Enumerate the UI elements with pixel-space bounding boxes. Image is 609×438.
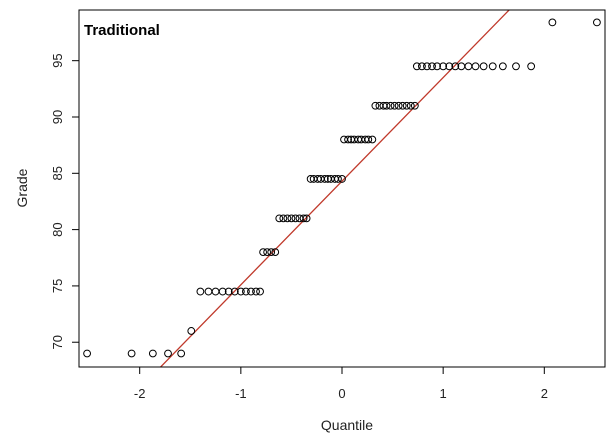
y-axis-title: Grade (14, 168, 30, 207)
data-point (83, 349, 91, 358)
data-point (593, 18, 601, 27)
data-point (263, 248, 272, 257)
data-point (177, 349, 186, 358)
reference-line (159, 10, 511, 367)
data-point (320, 175, 329, 183)
y-tick-label: 75 (50, 279, 65, 293)
x-tick-label: -1 (235, 386, 247, 401)
data-point (439, 62, 448, 71)
data-point (423, 62, 431, 71)
data-point (287, 214, 296, 223)
data-point (211, 287, 220, 296)
data-point (236, 287, 245, 296)
data-point (464, 62, 473, 71)
data-point (259, 248, 268, 257)
x-tick-label: 1 (440, 386, 447, 401)
data-point (148, 349, 157, 358)
data-point (334, 175, 342, 183)
data-point (230, 287, 239, 296)
data-point (196, 287, 205, 296)
y-tick-label: 80 (50, 222, 65, 236)
data-point (204, 287, 213, 296)
data-point (412, 62, 421, 71)
y-tick-label: 90 (50, 110, 65, 124)
y-tick-label: 95 (50, 53, 65, 67)
data-point (279, 214, 288, 223)
data-point (398, 101, 407, 110)
data-point (418, 62, 426, 71)
data-point (406, 101, 415, 110)
plot-layer: -2 -1 0 1 2 70 75 80 85 90 95 (50, 9, 606, 401)
data-point (386, 101, 395, 110)
y-tick-label: 85 (50, 166, 65, 180)
x-axis-title: Quantile (321, 417, 373, 433)
data-point (218, 287, 227, 296)
data-point (252, 287, 260, 296)
data-point (283, 214, 292, 223)
data-point (271, 248, 280, 257)
data-point (256, 287, 264, 296)
data-point (382, 101, 391, 110)
data-point (187, 327, 196, 335)
data-point (445, 62, 454, 71)
chart-title: Traditional (84, 22, 160, 39)
data-point (410, 101, 419, 110)
data-point (394, 101, 403, 110)
data-point (344, 135, 352, 144)
plot-frame (78, 9, 606, 368)
data-point (247, 287, 255, 296)
data-point (302, 214, 311, 223)
data-point (402, 101, 411, 110)
data-point (371, 101, 380, 110)
data-point (527, 62, 536, 71)
data-point (488, 62, 497, 71)
data-point (291, 214, 300, 223)
data-point (433, 62, 441, 71)
data-point (164, 349, 172, 358)
x-tick-label: -2 (134, 386, 146, 401)
data-point (127, 349, 136, 358)
data-point (512, 62, 520, 71)
x-tick-label: 0 (338, 386, 345, 401)
y-tick-label: 70 (50, 335, 65, 349)
data-point (451, 62, 460, 71)
data-point (498, 62, 507, 71)
data-point (242, 287, 250, 296)
data-point (479, 62, 488, 71)
data-point (364, 135, 373, 144)
data-point (471, 62, 480, 71)
data-point (368, 135, 377, 144)
data-point (267, 248, 276, 257)
x-tick-label: 2 (541, 386, 548, 401)
data-point (338, 175, 346, 183)
data-point (224, 287, 233, 296)
data-point (390, 101, 399, 110)
data-point (275, 214, 284, 223)
data-point (548, 18, 557, 27)
data-point (428, 62, 436, 71)
data-point (299, 214, 308, 223)
